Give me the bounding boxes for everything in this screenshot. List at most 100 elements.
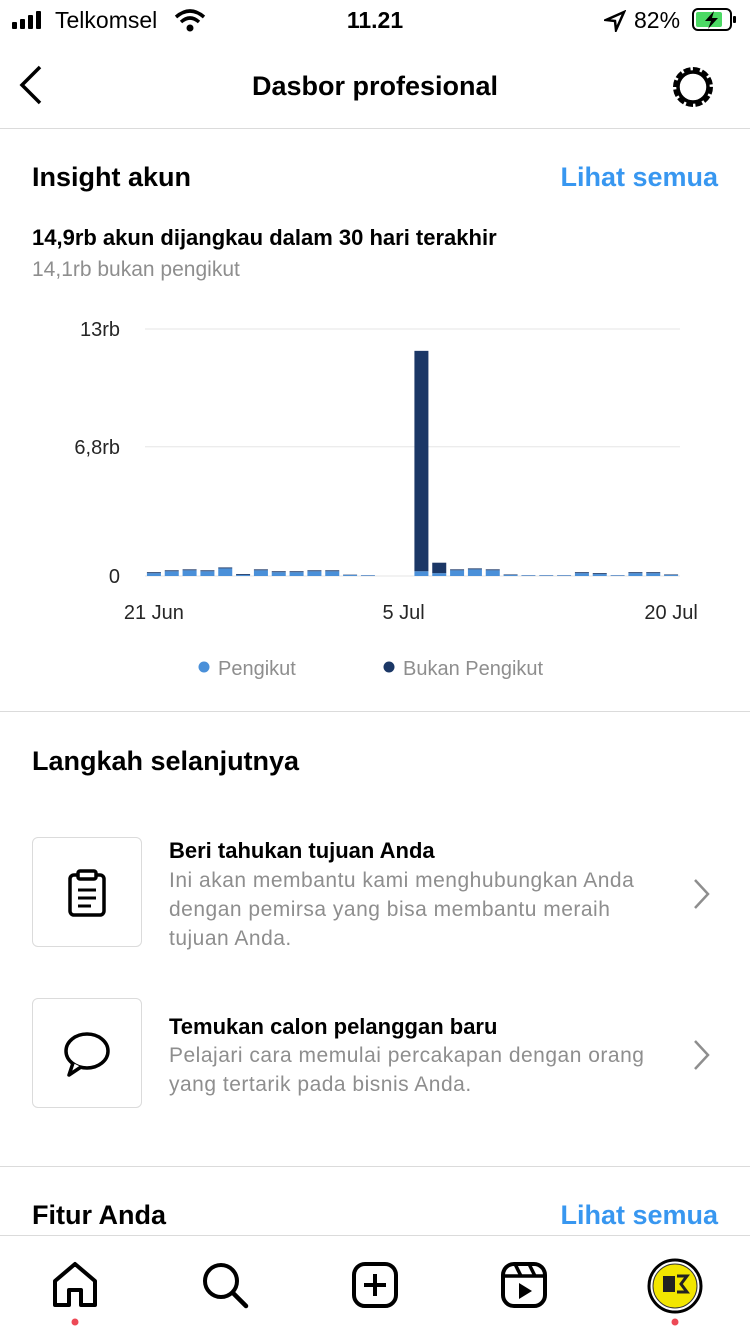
bar-segment [343,575,358,576]
chat-icon [64,1032,110,1077]
x-tick-label: 21 Jun [124,602,184,624]
bar-segment [253,570,268,576]
bar-segment [218,567,233,569]
clipboard-icon [68,869,106,917]
legend-label: Pengikut [218,658,296,680]
legend-swatch [383,661,395,673]
bar-segment [218,568,233,576]
goal-card-icon[interactable] [32,837,142,947]
back-button[interactable] [16,64,46,106]
notification-dot [671,1318,679,1326]
bar-segment [485,569,500,571]
bar-segment [592,574,607,576]
profile-tab[interactable] [647,1258,703,1314]
bar-segment [182,569,197,571]
bar-segment [503,575,518,576]
home-tab[interactable] [50,1260,100,1310]
bar-segment [557,575,572,576]
bar-segment [664,575,679,576]
notification-dot [71,1318,79,1326]
bar-segment [646,572,661,574]
bar-segment [200,571,215,576]
reach-chart: 0 6,8rb 13rb 21 Jun 5 Jul 20 Jul Pengikut Bukan… [74,319,697,680]
bar-segment [200,570,215,572]
create-tab[interactable] [350,1260,400,1310]
reach-summary: 14,9rb akun dijangkau dalam 30 hari tera… [32,225,497,250]
bar-segment [271,572,286,576]
bar-segment [325,570,340,572]
bar-segment [182,570,197,576]
bar-segment [307,571,322,576]
location-icon [604,10,626,32]
section-title: Fitur Anda [32,1200,166,1230]
bar-segment [503,574,518,576]
bar-segment [236,575,251,576]
bar-segment [592,573,607,575]
bar-segment [360,575,375,576]
bar-segment [485,570,500,576]
bar-segment [236,574,251,576]
bar-segment [628,572,643,574]
battery-level: 82% [634,7,681,33]
bar-segment [521,575,536,576]
bar-segment [307,570,322,572]
signal-icon [12,11,41,29]
section-title: Insight akun [32,162,192,192]
x-tick-label: 20 Jul [644,602,697,624]
carrier: Telkomsel [55,7,158,33]
bar-segment [146,572,161,574]
bar-segment [628,573,643,576]
bar-segment [610,575,625,576]
bar-segment [289,572,304,576]
y-tick-label: 0 [109,566,120,588]
step-description: Ini akan membantu kami menghubungkan And… [169,869,635,950]
bar-segment [271,571,286,573]
bar-segment [432,573,447,576]
chevron[interactable] [692,1039,712,1071]
bar-segment [253,569,268,571]
bar-segment [164,571,179,576]
bar-segment [539,575,554,576]
see-all-link[interactable]: Lihat semua [560,1200,718,1230]
bar-segment [289,571,304,573]
divider [0,711,750,712]
y-tick-label: 6,8rb [74,437,120,459]
bar-segment [414,350,429,572]
bar-segment [574,572,589,574]
step-description: Pelajari cara memulai percakapan dengan … [169,1044,645,1096]
bar-segment [325,571,340,576]
legend-swatch [198,661,210,673]
bar-segment [450,570,465,576]
search-tab[interactable] [200,1260,250,1310]
bar-segment [574,573,589,576]
bar-segment [146,573,161,576]
settings-button[interactable] [668,62,718,112]
bar-segment [467,568,482,570]
non-followers-summary: 14,1rb bukan pengikut [32,258,240,281]
bar-segment [467,569,482,576]
bar-segment [664,574,679,576]
x-tick-label: 5 Jul [382,602,424,624]
customers-card-icon[interactable] [32,998,142,1108]
tab-bar [0,1235,750,1334]
bar-segment [414,571,429,576]
step-title: Temukan calon pelanggan baru [169,1014,498,1039]
wifi-icon [174,9,206,32]
bar-segment [164,570,179,572]
divider [0,128,750,129]
step-title: Beri tahukan tujuan Anda [169,838,435,863]
bar-segment [646,573,661,576]
page-title: Dasbor profesional [251,71,499,101]
battery-icon [692,8,736,31]
y-tick-label: 13rb [80,319,120,341]
bar-segment [450,569,465,571]
section-title: Langkah selanjutnya [32,746,300,776]
bar-segment [432,562,447,574]
reels-tab[interactable] [499,1260,549,1310]
chevron[interactable] [692,878,712,910]
legend-label: Bukan Pengikut [403,658,544,680]
divider [0,1166,750,1167]
see-all-link[interactable]: Lihat semua [560,162,718,192]
clock: 11.21 [346,7,404,33]
